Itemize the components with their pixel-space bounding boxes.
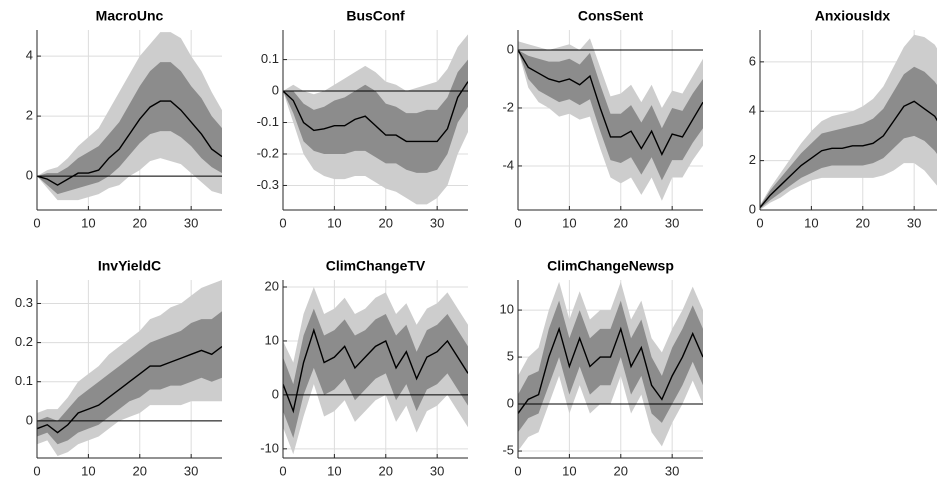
x-tick-label: 30	[184, 463, 198, 478]
inner-band	[283, 59, 468, 173]
y-tick-label: 5	[507, 349, 514, 364]
median-line	[283, 81, 468, 143]
x-tick-label: 10	[327, 215, 341, 230]
y-tick-label: 4	[749, 103, 756, 118]
plot-area	[518, 38, 703, 201]
plot-area	[760, 34, 937, 210]
x-tick-label: 20	[133, 215, 147, 230]
x-tick-label: 30	[907, 215, 921, 230]
inner-band	[518, 300, 703, 433]
panel-title: InvYieldC	[98, 258, 161, 274]
x-tick-label: 30	[665, 463, 679, 478]
median-line	[37, 100, 222, 186]
plot-area	[283, 34, 468, 205]
x-tick-label: 0	[279, 215, 286, 230]
y-tick-label: 0	[26, 412, 33, 427]
x-tick-label: 20	[133, 463, 147, 478]
plot-area	[37, 280, 222, 457]
y-tick-label: 0	[749, 201, 756, 216]
x-tick-label: 0	[33, 215, 40, 230]
plot-area	[283, 287, 468, 455]
panel: BusConf -0.3 -0.2 -0.1 0 0.1 0 10 20 30	[257, 8, 468, 230]
y-tick-label: 4	[26, 48, 33, 63]
y-tick-label: -0.1	[257, 114, 279, 129]
y-tick-label: 0.2	[15, 334, 33, 349]
plot-area	[37, 32, 222, 201]
x-tick-label: 30	[665, 215, 679, 230]
panel-title: AnxiousIdx	[815, 8, 891, 24]
y-tick-label: 6	[749, 53, 756, 68]
panel-title: ClimChangeNewsp	[547, 258, 674, 274]
y-tick-label: 0	[272, 82, 279, 97]
y-tick-label: -2	[502, 99, 514, 114]
y-tick-label: -10	[260, 440, 279, 455]
panel: ConsSent -4 -2 0 0 10 20 30	[502, 8, 703, 230]
y-tick-label: 20	[265, 278, 279, 293]
x-tick-label: 20	[614, 215, 628, 230]
panel: AnxiousIdx 0 2 4 6 0 10 20 30	[749, 8, 937, 230]
y-tick-label: 2	[749, 152, 756, 167]
x-tick-label: 20	[379, 463, 393, 478]
y-tick-label: -5	[502, 442, 514, 457]
y-tick-label: 0	[507, 41, 514, 56]
median-line	[760, 100, 937, 208]
panel-title: MacroUnc	[96, 8, 164, 24]
median-line	[518, 49, 703, 156]
x-tick-label: 10	[327, 463, 341, 478]
panel-title: BusConf	[346, 8, 405, 24]
y-tick-label: 0	[272, 386, 279, 401]
x-tick-label: 30	[430, 215, 444, 230]
inner-band	[37, 311, 222, 445]
x-tick-label: 30	[184, 215, 198, 230]
inner-band	[283, 308, 468, 439]
x-tick-label: 0	[756, 215, 763, 230]
y-tick-label: -0.3	[257, 177, 279, 192]
plot-area	[518, 281, 703, 452]
inner-band	[518, 50, 703, 181]
y-tick-label: -0.2	[257, 145, 279, 160]
panel-title: ClimChangeTV	[326, 258, 426, 274]
panel: MacroUnc 0 2 4 0 10 20 30	[26, 8, 222, 230]
panel-title: ConsSent	[578, 8, 644, 24]
inner-band	[37, 62, 222, 195]
median-line	[37, 345, 222, 434]
y-tick-label: 0	[26, 168, 33, 183]
x-tick-label: 20	[614, 463, 628, 478]
x-tick-label: 0	[279, 463, 286, 478]
panel: InvYieldC 0 0.1 0.2 0.3 0 10 20 30	[15, 258, 222, 478]
x-tick-label: 10	[562, 215, 576, 230]
x-tick-label: 20	[379, 215, 393, 230]
y-tick-label: 0	[507, 395, 514, 410]
x-tick-label: 20	[856, 215, 870, 230]
x-tick-label: 0	[33, 463, 40, 478]
y-tick-label: 2	[26, 108, 33, 123]
y-tick-label: 0.3	[15, 295, 33, 310]
inner-band	[760, 66, 937, 209]
x-tick-label: 10	[81, 215, 95, 230]
x-tick-label: 10	[804, 215, 818, 230]
y-tick-label: 0.1	[15, 373, 33, 388]
x-tick-label: 0	[514, 463, 521, 478]
x-tick-label: 30	[430, 463, 444, 478]
x-tick-label: 10	[562, 463, 576, 478]
median-line	[283, 327, 468, 414]
y-tick-label: 0.1	[261, 51, 279, 66]
x-tick-label: 0	[514, 215, 521, 230]
y-tick-label: -4	[502, 157, 514, 172]
x-tick-label: 10	[81, 463, 95, 478]
y-tick-label: 10	[265, 332, 279, 347]
median-line	[518, 326, 703, 414]
y-tick-label: 10	[500, 302, 514, 317]
